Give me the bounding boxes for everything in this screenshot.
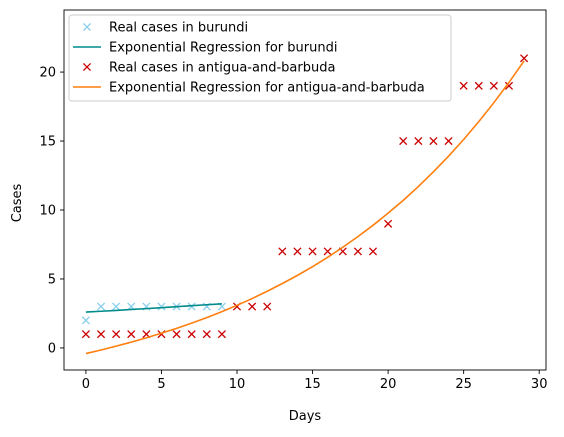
legend-marker-swatch [82,22,92,32]
data-point [157,302,166,311]
legend-label: Exponential Regression for burundi [109,41,337,56]
x-tick-label: 15 [304,377,321,392]
legend-label: Exponential Regression for antigua-and-b… [109,81,425,96]
legend-label: Real cases in burundi [109,21,248,36]
data-point [399,136,408,146]
data-point [96,330,106,339]
data-point [323,247,332,256]
data-point [353,247,362,256]
x-tick-label: 0 [82,377,90,392]
data-point [81,330,90,339]
legend-marker-swatch [82,62,92,72]
data-point [263,302,272,311]
data-point [96,302,106,311]
data-point [217,330,226,339]
data-point [444,136,453,146]
data-point [520,54,529,63]
data-point [127,330,136,339]
data-point [429,136,438,146]
x-tick-label: 20 [380,377,397,392]
x-tick-label: 30 [531,377,548,392]
data-point [489,81,498,90]
data-point [368,247,378,256]
data-point [187,330,196,339]
data-point [187,302,196,311]
data-point [474,81,483,90]
x-axis-label: Days [289,409,322,424]
legend-item: Exponential Regression for burundi [73,41,337,56]
y-axis: 0 5 10 15 20 [39,66,64,356]
data-point [308,247,317,256]
series-1 [85,302,222,313]
plot-area [63,9,547,371]
data-point [112,302,121,311]
y-tick-label: 5 [48,272,56,287]
plot-frame [63,9,547,371]
data-point [81,316,90,325]
data-point [278,247,287,256]
series-2 [81,54,529,339]
x-tick-label: 5 [157,377,165,392]
y-tick-label: 20 [39,66,56,81]
y-tick-label: 15 [39,135,56,150]
y-axis-label: Cases [10,183,25,222]
regression-line [85,60,525,355]
series-0 [81,302,226,325]
data-point [459,81,468,90]
legend-label: Real cases in antigua-and-barbuda [109,61,335,76]
x-tick-label: 25 [455,377,472,392]
data-point [248,302,257,311]
data-point [172,330,181,339]
data-point [504,81,514,90]
legend-item: Real cases in antigua-and-barbuda [82,61,335,76]
legend-item: Real cases in burundi [82,21,248,36]
y-tick-label: 0 [48,341,56,356]
legend-box [68,14,452,102]
x-tick-label: 10 [229,377,246,392]
x-axis: 0 5 10 15 20 25 30 [82,370,548,392]
legend-item: Exponential Regression for antigua-and-b… [73,81,425,96]
data-point [414,136,423,146]
data-point [202,330,211,339]
regression-line [85,302,222,313]
data-point [384,219,393,228]
series-3 [85,60,525,355]
data-point [293,247,302,256]
y-tick-label: 10 [39,204,56,219]
legend: Real cases in burundi Exponential Regress… [68,14,452,102]
data-point [112,330,121,339]
